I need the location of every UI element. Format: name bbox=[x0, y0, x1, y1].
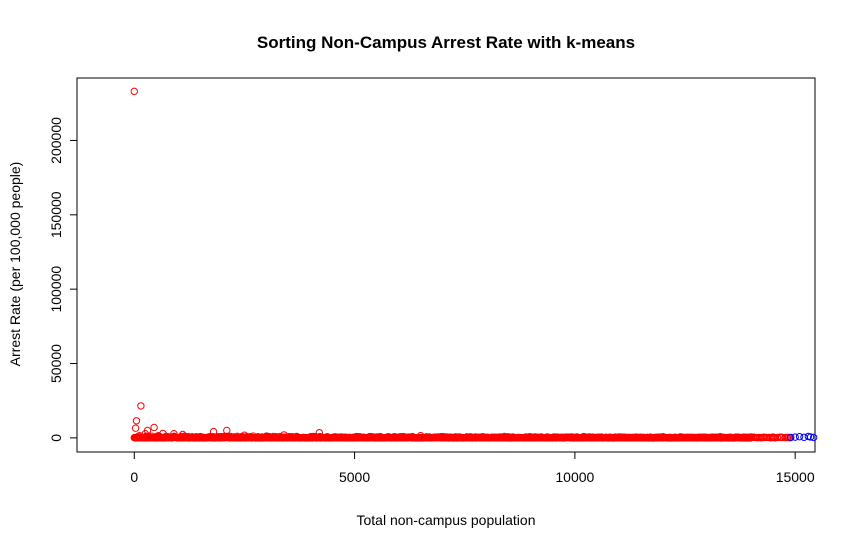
data-point bbox=[131, 424, 140, 432]
x-tick-label: 5000 bbox=[339, 469, 370, 485]
data-points bbox=[130, 87, 818, 442]
data-point bbox=[769, 433, 777, 441]
data-point bbox=[240, 431, 249, 439]
data-point bbox=[179, 430, 187, 439]
data-point bbox=[150, 423, 158, 432]
data-point bbox=[154, 431, 163, 440]
data-point bbox=[355, 433, 363, 441]
data-point bbox=[209, 427, 218, 436]
data-point bbox=[196, 432, 205, 441]
data-point bbox=[280, 431, 288, 439]
data-point bbox=[760, 433, 769, 442]
data-point bbox=[159, 429, 167, 438]
data-point bbox=[249, 432, 257, 440]
data-point bbox=[223, 426, 231, 435]
data-point bbox=[170, 430, 178, 438]
x-axis: 0 5000 10000 15000 bbox=[130, 452, 815, 485]
data-point bbox=[615, 433, 623, 441]
data-point bbox=[809, 433, 818, 442]
data-point bbox=[293, 433, 301, 441]
y-tick-label: 0 bbox=[48, 434, 64, 442]
plot-frame bbox=[76, 77, 816, 453]
x-tick-label: 0 bbox=[130, 469, 138, 485]
data-point bbox=[734, 433, 742, 441]
y-axis-label: Arrest Rate (per 100,000 people) bbox=[7, 162, 23, 367]
y-tick-label: 200000 bbox=[48, 117, 64, 164]
data-point bbox=[315, 428, 324, 437]
data-point bbox=[806, 433, 815, 441]
data-point bbox=[778, 433, 786, 441]
data-point bbox=[747, 433, 755, 441]
data-point bbox=[579, 432, 588, 441]
data-point bbox=[130, 87, 138, 96]
data-point bbox=[659, 432, 667, 441]
data-point bbox=[787, 433, 795, 442]
data-point bbox=[132, 417, 141, 425]
data-point bbox=[262, 432, 271, 440]
data-point bbox=[416, 431, 425, 440]
data-point bbox=[531, 433, 539, 441]
data-point bbox=[452, 433, 460, 441]
y-tick-label: 150000 bbox=[48, 191, 64, 238]
chart-title: Sorting Non-Campus Arrest Rate with k-me… bbox=[257, 33, 635, 52]
data-point bbox=[726, 433, 735, 442]
data-point bbox=[791, 433, 799, 441]
data-point bbox=[676, 433, 685, 441]
x-tick-label: 15000 bbox=[776, 469, 815, 485]
data-point bbox=[135, 431, 144, 440]
x-axis-label: Total non-campus population bbox=[356, 512, 535, 528]
data-point bbox=[800, 433, 808, 441]
y-tick-label: 50000 bbox=[48, 344, 64, 383]
data-point bbox=[716, 432, 724, 441]
y-tick-label: 100000 bbox=[48, 266, 64, 313]
y-axis: 0 50000 100000 150000 200000 bbox=[48, 117, 77, 442]
data-point bbox=[773, 433, 782, 442]
data-point bbox=[795, 432, 804, 441]
x-tick-label: 10000 bbox=[555, 469, 594, 485]
data-point bbox=[500, 432, 509, 441]
data-point bbox=[137, 402, 145, 410]
